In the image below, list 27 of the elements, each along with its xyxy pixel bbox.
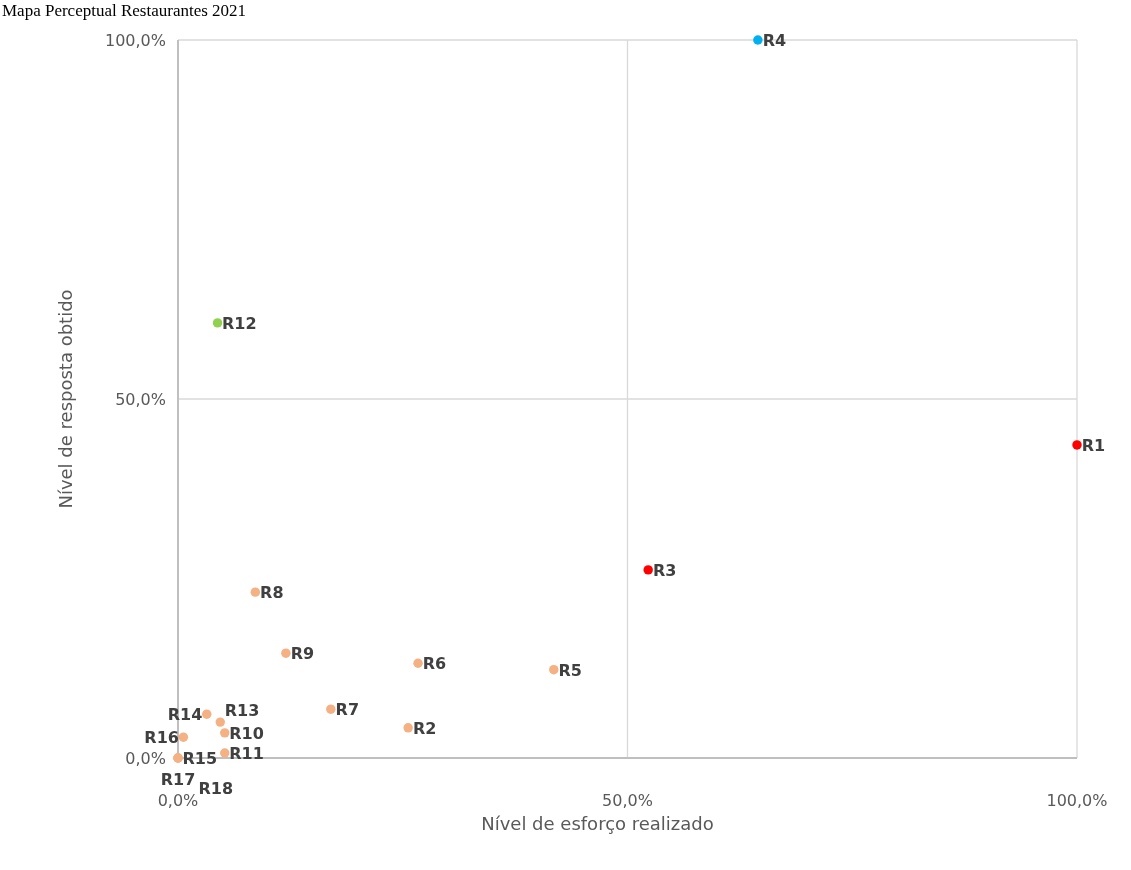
annotation: R13 (224, 701, 260, 721)
annotation: R16 (144, 728, 179, 748)
annotation: R17 (160, 770, 196, 789)
annotation: R9 (290, 644, 315, 664)
x-tick-label: 50,0% (602, 791, 653, 810)
annotation: R3 (652, 560, 677, 580)
y-tick-label: 100,0% (104, 31, 166, 50)
annotation: R4 (762, 31, 787, 50)
annotation: R18 (198, 779, 234, 798)
annotation: R12 (222, 313, 257, 333)
x-axis-title: Nível de esforço realizado (481, 813, 714, 834)
annotation: R2 (412, 718, 437, 738)
x-tick-label: 0,0% (157, 791, 199, 810)
annotation: R10 (229, 723, 264, 743)
annotation: R8 (260, 583, 284, 603)
chart-title: Mapa Perceptual Restaurantes 2021 (2, 1, 247, 20)
annotation: R14 (167, 705, 203, 725)
y-tick-label: 50,0% (115, 390, 166, 409)
y-tick-label: 0,0% (125, 749, 166, 768)
y-axis-title: Nível de resposta obtido (55, 289, 76, 509)
annotation: R1 (1081, 435, 1106, 455)
x-tick-label: 100,0% (1046, 791, 1108, 810)
annotation: R6 (422, 654, 447, 674)
annotation: R5 (558, 660, 583, 680)
annotation: R11 (229, 743, 264, 763)
annotation: R7 (335, 700, 360, 720)
annotation: R15 (182, 749, 218, 768)
